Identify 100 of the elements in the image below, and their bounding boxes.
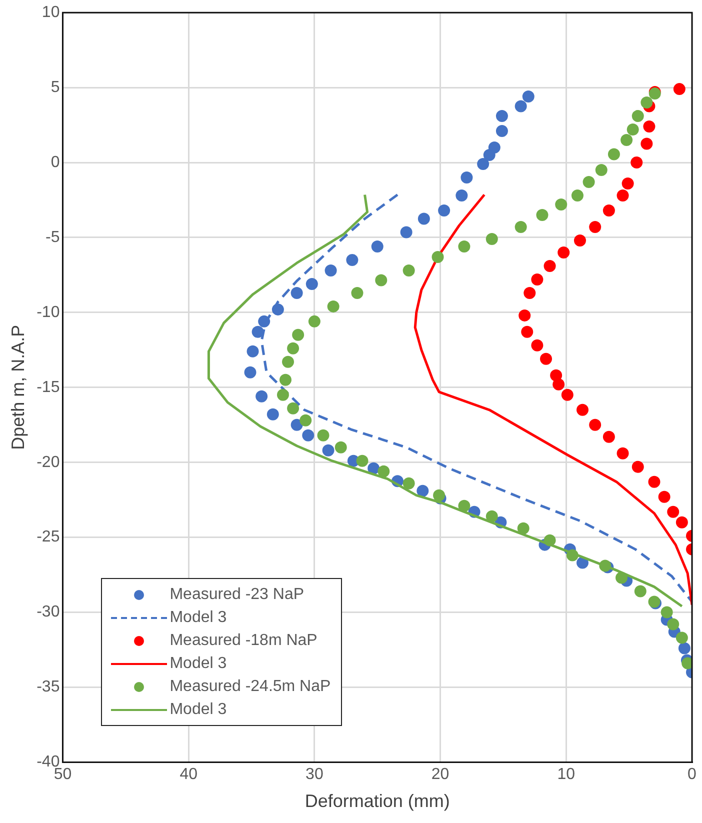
point xyxy=(514,220,527,233)
point xyxy=(616,447,629,460)
point xyxy=(552,378,565,390)
point xyxy=(522,90,534,103)
point xyxy=(460,172,473,184)
x-tick-label: 20 xyxy=(431,766,450,784)
point xyxy=(595,164,608,176)
point xyxy=(302,429,314,442)
point xyxy=(589,418,602,431)
y-tick-label: 10 xyxy=(42,4,60,22)
point xyxy=(589,220,602,233)
point xyxy=(317,429,330,442)
point xyxy=(477,158,490,170)
x-tick-label: 30 xyxy=(306,766,324,784)
point xyxy=(602,430,615,443)
legend-label: Model 3 xyxy=(170,700,227,719)
point xyxy=(676,516,688,528)
point xyxy=(667,506,680,518)
point xyxy=(282,356,294,368)
point xyxy=(531,273,544,286)
legend-label: Measured -24.5m NaP xyxy=(170,678,331,696)
point xyxy=(287,402,300,414)
y-tick-label: -20 xyxy=(36,454,60,471)
point xyxy=(582,176,595,188)
point xyxy=(544,260,556,272)
point xyxy=(290,418,303,431)
point xyxy=(486,232,498,245)
legend-label: Measured -23 NaP xyxy=(170,586,304,604)
point xyxy=(678,642,690,654)
point xyxy=(648,476,660,488)
point xyxy=(514,100,527,112)
point xyxy=(602,204,615,216)
point xyxy=(667,618,680,630)
legend-label: Measured -18m NaP xyxy=(170,632,318,650)
point xyxy=(276,388,289,401)
point xyxy=(643,120,656,133)
point xyxy=(266,408,279,420)
point xyxy=(458,500,470,512)
x-tick-label: 0 xyxy=(688,766,697,784)
point xyxy=(402,477,415,490)
x-tick-label: 10 xyxy=(557,766,576,784)
y-tick-label: -15 xyxy=(36,378,60,396)
point xyxy=(256,390,268,402)
point xyxy=(658,490,670,503)
point xyxy=(308,315,320,328)
point xyxy=(322,444,334,456)
point xyxy=(246,345,259,358)
point xyxy=(632,110,644,122)
point xyxy=(555,198,568,210)
point xyxy=(531,339,544,352)
point xyxy=(458,240,470,252)
point xyxy=(536,208,548,221)
y-tick-label: -25 xyxy=(36,528,60,546)
y-tick-label: -5 xyxy=(45,228,60,246)
point xyxy=(346,254,358,266)
point xyxy=(371,240,384,252)
y-tick-label: -35 xyxy=(36,678,60,696)
point xyxy=(375,274,388,286)
point xyxy=(351,286,364,299)
point xyxy=(400,226,412,238)
y-axis-title: Dpeth m, N.A.P xyxy=(8,324,28,450)
point xyxy=(630,156,643,169)
point xyxy=(456,190,468,202)
point xyxy=(378,465,390,478)
point xyxy=(524,286,536,299)
y-tick-label: -10 xyxy=(36,304,60,321)
point xyxy=(632,460,644,473)
point xyxy=(402,264,415,276)
point xyxy=(327,300,340,312)
point xyxy=(306,278,318,290)
point xyxy=(561,388,574,401)
point xyxy=(608,148,620,160)
point xyxy=(571,190,584,202)
point xyxy=(518,309,531,322)
legend-label: Model 3 xyxy=(170,608,227,627)
point xyxy=(640,138,653,150)
point xyxy=(673,83,686,96)
point xyxy=(483,149,496,162)
point xyxy=(418,212,430,225)
point xyxy=(433,489,446,502)
point xyxy=(521,326,534,338)
point xyxy=(576,404,589,416)
point xyxy=(287,342,300,354)
point xyxy=(576,556,589,569)
point xyxy=(622,178,634,190)
point xyxy=(416,484,429,497)
point xyxy=(334,441,347,454)
y-tick-label: -30 xyxy=(36,604,60,621)
point xyxy=(292,328,304,341)
point xyxy=(324,264,337,276)
x-tick-label: 40 xyxy=(180,766,198,784)
point xyxy=(517,522,530,534)
point xyxy=(244,366,256,378)
point xyxy=(558,246,570,258)
point xyxy=(676,632,688,644)
point xyxy=(300,414,312,426)
point xyxy=(432,250,444,263)
point xyxy=(438,204,450,216)
point xyxy=(496,110,508,122)
x-tick-label: 50 xyxy=(54,766,72,784)
